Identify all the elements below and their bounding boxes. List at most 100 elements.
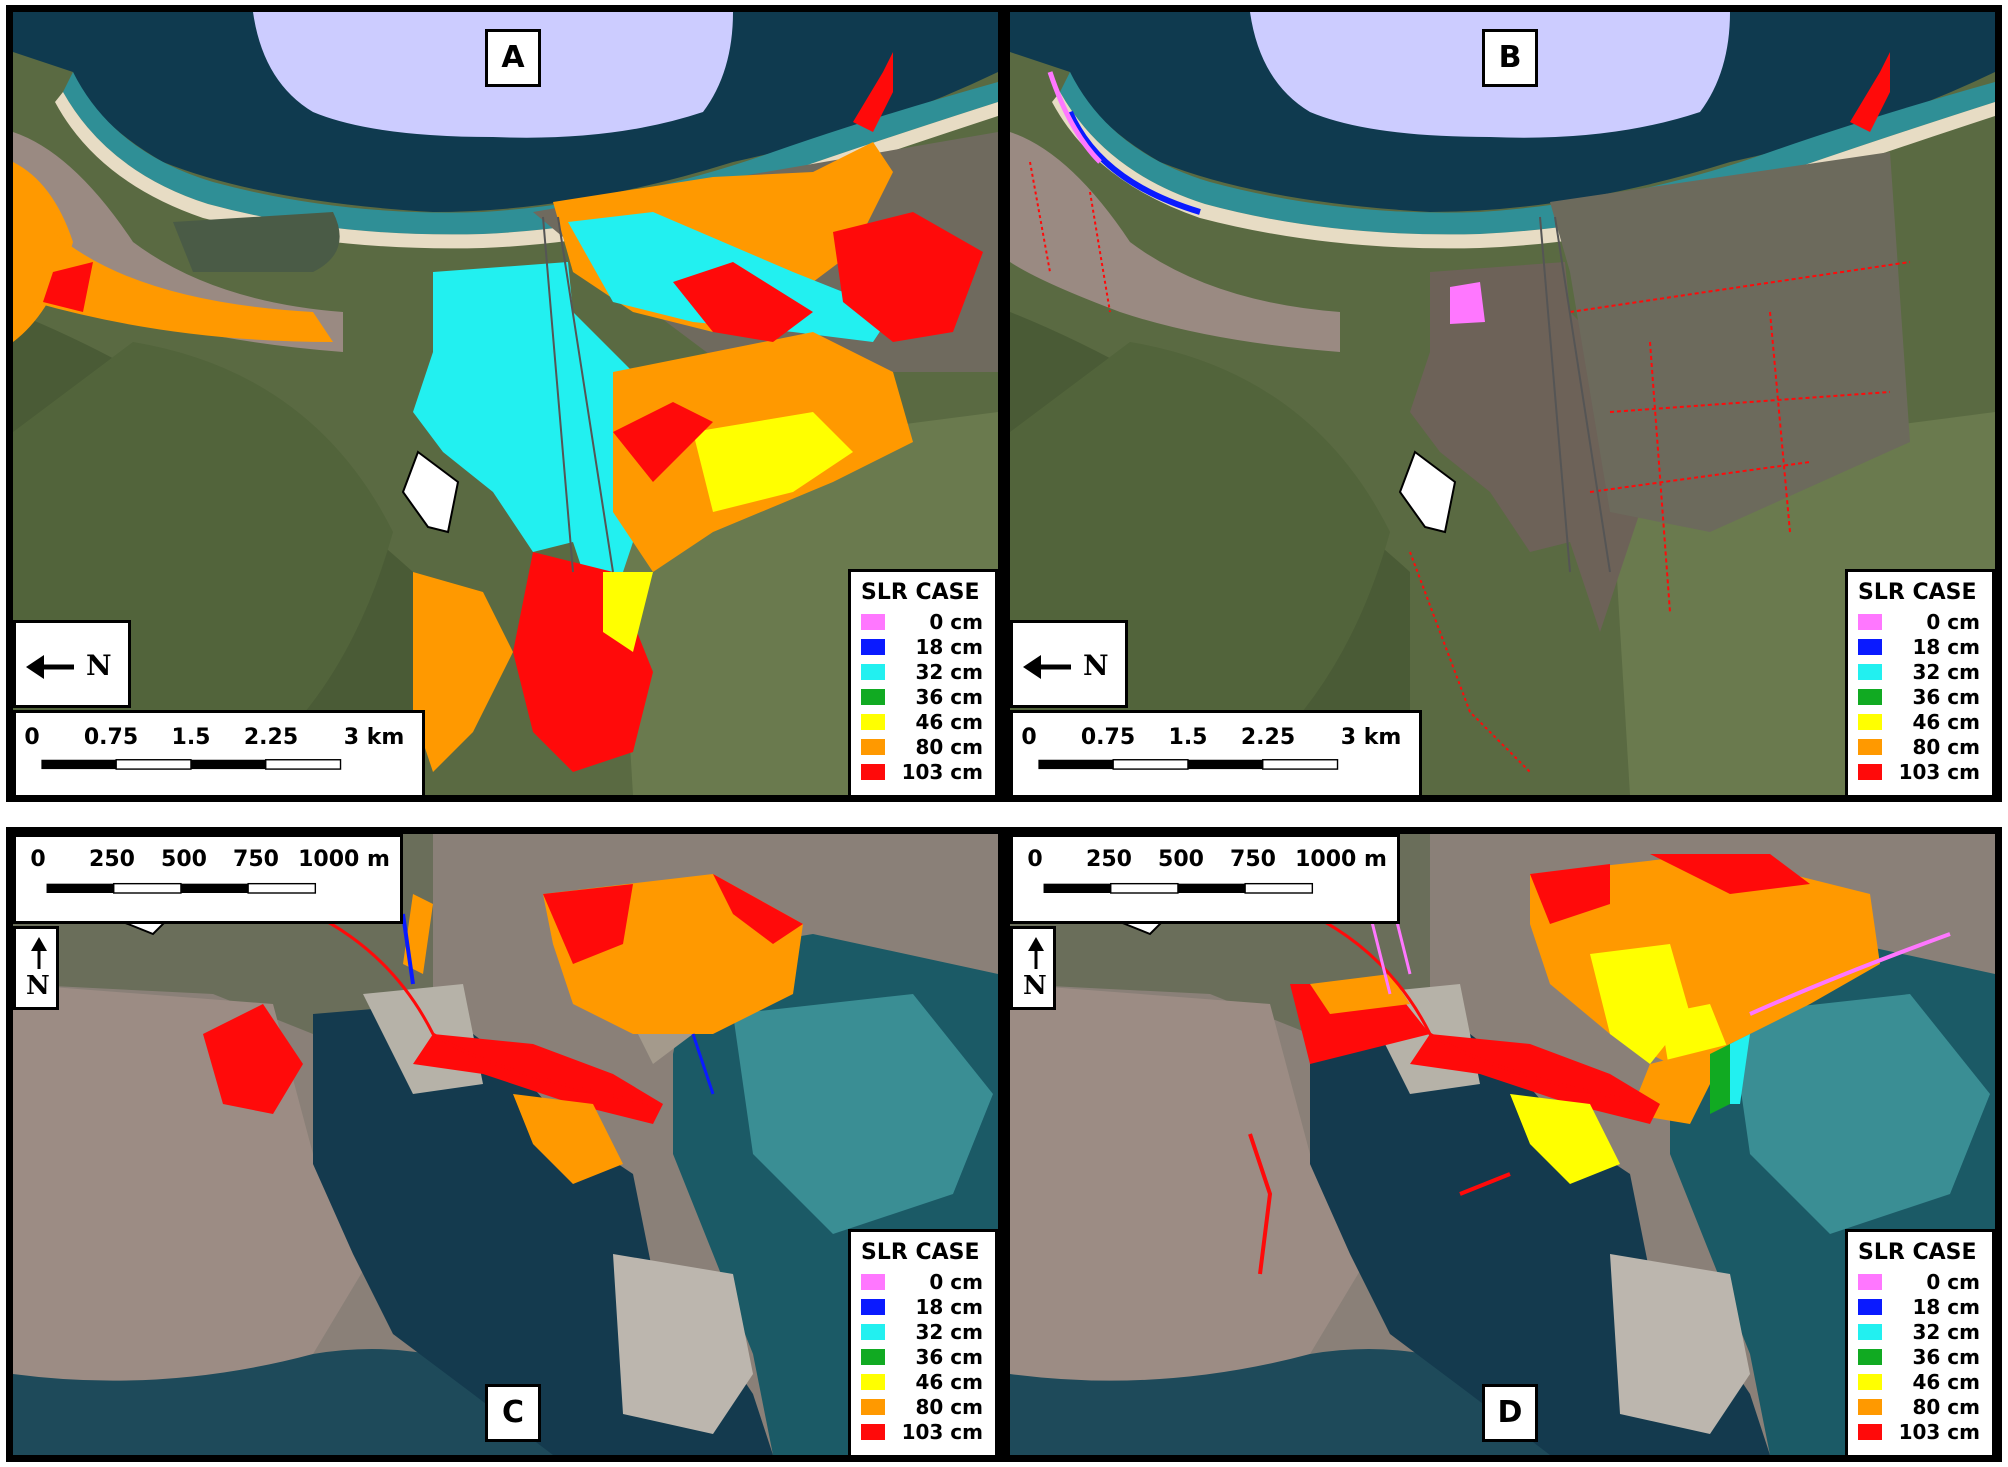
scale-tick-label: 2.25: [1240, 725, 1296, 750]
north-arrow-box: N: [1010, 926, 1056, 1010]
scale-tick-label: 0.75: [1080, 725, 1136, 750]
legend-swatch: [861, 738, 885, 755]
legend-label: 103 cm: [1898, 759, 1980, 784]
map-panel-a: A N 0 0.75 1.5 2.25 3 km SLR CASE 0 cm 1…: [6, 5, 1005, 802]
legend-swatch: [861, 663, 885, 680]
scale-tick-label: 750: [1230, 847, 1276, 872]
legend-label: 36 cm: [1912, 684, 1981, 709]
legend-row: 0 cm: [861, 609, 987, 634]
legend-swatch: [861, 638, 885, 655]
scale-bar-km: 0 0.75 1.5 2.25 3 km: [13, 710, 425, 795]
legend-swatch: [861, 1373, 885, 1390]
north-arrow-box: N: [13, 620, 131, 708]
legend-row: 18 cm: [861, 634, 987, 659]
north-label: N: [86, 649, 112, 682]
north-arrow-box: N: [1010, 620, 1128, 708]
legend-swatch: [1858, 1373, 1882, 1390]
legend-swatch: [1858, 613, 1882, 630]
north-arrow-box: N: [13, 926, 59, 1010]
panel-letter-b: B: [1482, 29, 1538, 87]
legend-title: SLR CASE: [861, 1240, 980, 1265]
legend-label: 18 cm: [915, 1294, 984, 1319]
satellite-map-b: [1010, 12, 1995, 795]
legend-label: 32 cm: [915, 659, 984, 684]
legend-swatch: [1858, 638, 1882, 655]
panel-letter-c: C: [485, 1384, 541, 1442]
legend-row: 80 cm: [861, 734, 987, 759]
legend-row: 80 cm: [1858, 1394, 1984, 1419]
legend-swatch: [1858, 1398, 1882, 1415]
scale-tick-label: 1000 m: [1295, 847, 1387, 872]
legend-label: 18 cm: [915, 634, 984, 659]
legend-d: SLR CASE 0 cm 18 cm 32 cm 36 cm 46 cm 80…: [1845, 1229, 1995, 1455]
legend-label: 36 cm: [1912, 1344, 1981, 1369]
legend-b: SLR CASE 0 cm 18 cm 32 cm 36 cm 46 cm 80…: [1845, 569, 1995, 795]
legend-label: 103 cm: [901, 1419, 983, 1444]
north-label: N: [1083, 649, 1109, 682]
legend-swatch: [861, 1398, 885, 1415]
legend-label: 80 cm: [915, 1394, 984, 1419]
map-panel-c: C 0 250 500 750 1000 m N SLR CASE 0 cm 1…: [6, 827, 1005, 1462]
legend-label: 0 cm: [1926, 1269, 1980, 1294]
legend-title: SLR CASE: [861, 580, 980, 605]
arrow-left-icon: [1023, 655, 1071, 679]
legend-a: SLR CASE 0 cm 18 cm 32 cm 36 cm 46 cm 80…: [848, 569, 998, 795]
legend-row: 80 cm: [1858, 734, 1984, 759]
scale-tick-label: 1000 m: [298, 847, 390, 872]
legend-swatch: [861, 688, 885, 705]
scale-tick-label: 1.5: [171, 725, 211, 750]
scale-tick-label: 0.75: [83, 725, 139, 750]
legend-swatch: [1858, 763, 1882, 780]
legend-row: 18 cm: [1858, 1294, 1984, 1319]
satellite-map-d: [1010, 834, 1995, 1455]
scale-bar-graphic: [41, 759, 342, 770]
scale-tick-label: 3 km: [1340, 725, 1402, 750]
scale-tick-label: 500: [161, 847, 207, 872]
scale-tick-label: 250: [1086, 847, 1132, 872]
legend-swatch: [861, 763, 885, 780]
north-label: N: [1023, 971, 1047, 1001]
legend-row: 18 cm: [861, 1294, 987, 1319]
legend-swatch: [861, 613, 885, 630]
legend-row: 36 cm: [861, 1344, 987, 1369]
legend-row: 103 cm: [1858, 1419, 1984, 1444]
legend-swatch: [1858, 688, 1882, 705]
legend-row: 0 cm: [1858, 609, 1984, 634]
legend-swatch: [861, 713, 885, 730]
scale-tick-label: 500: [1158, 847, 1204, 872]
legend-label: 32 cm: [915, 1319, 984, 1344]
scale-tick-label: 0: [1021, 725, 1037, 750]
legend-label: 32 cm: [1912, 659, 1981, 684]
legend-swatch: [1858, 1298, 1882, 1315]
legend-label: 0 cm: [1926, 609, 1980, 634]
legend-label: 18 cm: [1912, 634, 1981, 659]
scale-bar-graphic: [46, 882, 317, 894]
legend-title: SLR CASE: [1858, 580, 1977, 605]
satellite-map-a: [13, 12, 998, 795]
legend-swatch: [1858, 1348, 1882, 1365]
legend-row: 32 cm: [861, 1319, 987, 1344]
legend-label: 80 cm: [1912, 734, 1981, 759]
legend-label: 80 cm: [1912, 1394, 1981, 1419]
legend-swatch: [1858, 1423, 1882, 1440]
legend-c: SLR CASE 0 cm 18 cm 32 cm 36 cm 46 cm 80…: [848, 1229, 998, 1455]
legend-row: 46 cm: [1858, 1369, 1984, 1394]
legend-label: 46 cm: [1912, 1369, 1981, 1394]
legend-row: 46 cm: [1858, 709, 1984, 734]
legend-swatch: [861, 1273, 885, 1290]
legend-row: 46 cm: [861, 1369, 987, 1394]
legend-swatch: [861, 1323, 885, 1340]
legend-row: 36 cm: [861, 684, 987, 709]
legend-row: 103 cm: [861, 1419, 987, 1444]
legend-label: 18 cm: [1912, 1294, 1981, 1319]
legend-label: 80 cm: [915, 734, 984, 759]
legend-swatch: [1858, 1273, 1882, 1290]
legend-label: 46 cm: [915, 1369, 984, 1394]
legend-swatch: [861, 1348, 885, 1365]
scale-tick-label: 1.5: [1168, 725, 1208, 750]
scale-bar-graphic: [1038, 759, 1339, 770]
scale-bar-graphic: [1043, 882, 1314, 894]
scale-tick-label: 0: [1027, 847, 1043, 872]
scale-bar-m: 0 250 500 750 1000 m: [13, 834, 403, 924]
legend-label: 103 cm: [1898, 1419, 1980, 1444]
